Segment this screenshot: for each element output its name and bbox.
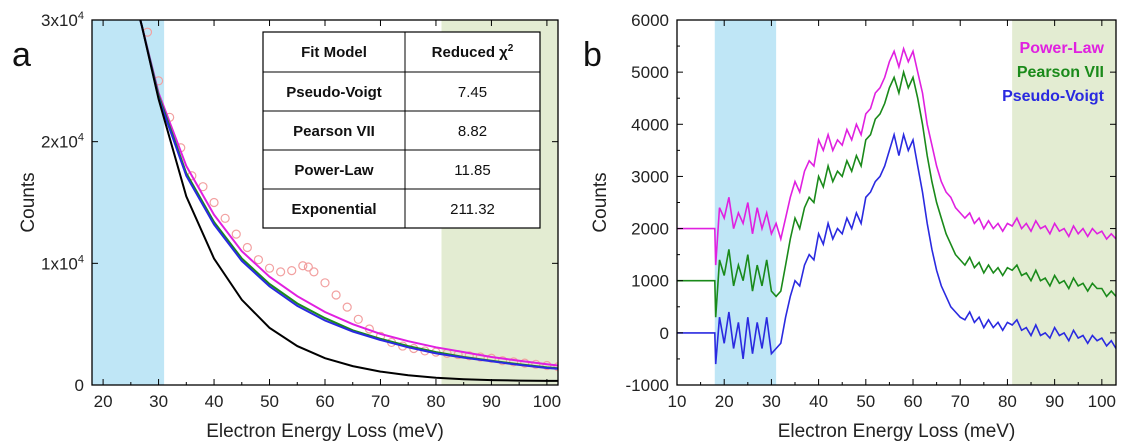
series-line-power-law [677,45,1116,266]
y-axis-label: Counts [590,172,611,232]
table-header-chi: Reduced χ2 [432,43,514,61]
y-tick-label: 0 [660,324,669,343]
x-axis-label: Electron Energy Loss (meV) [206,421,444,442]
panel-a: a Fit Model Reduced χ2 Pseudo-Voigt 7.45 Pea… [12,10,561,442]
shaded-region-a-0 [92,20,165,385]
x-tick-label: 30 [149,392,168,411]
y-axis-label: Counts [18,172,39,232]
x-tick-label: 60 [904,392,923,411]
x-tick-label: 30 [762,392,781,411]
data-marker [220,213,230,223]
series-line-pseudo-voigt [677,131,1116,365]
legend-entry: Pearson VII [1017,64,1104,81]
panel-b-legend: Power-Law Pearson VII Pseudo-Voigt [1002,40,1105,105]
y-tick-label: 4000 [631,115,669,134]
data-marker [242,242,252,253]
panel-a-axes: 20 30 40 50 60 70 80 90 10001x1042x1043x104Elect… [18,10,561,442]
panel-a-fit-lines [139,20,558,382]
table-cell-model: Power-Law [294,162,374,179]
x-tick-label: 80 [426,392,445,411]
y-tick-label: 1000 [631,272,669,291]
x-tick-label: 100 [1088,392,1116,411]
legend-entry: Pseudo-Voigt [1002,88,1105,105]
data-marker [276,267,286,277]
data-marker [342,302,352,312]
y-tick-label: 6000 [631,11,669,30]
data-marker [353,314,363,324]
x-tick-label: 50 [856,392,875,411]
fit-line-4 [139,20,558,382]
y-tick-label: 3000 [631,167,669,186]
y-tick-label: 3x104 [41,10,84,30]
data-marker [298,261,308,271]
data-marker [209,197,219,208]
x-tick-label: 50 [260,392,279,411]
table-header-chi-text: Reduced χ [432,44,509,61]
data-marker [464,351,474,361]
x-tick-label: 20 [715,392,734,411]
data-marker [264,263,275,273]
table-header-model: Fit Model [301,44,367,61]
y-tick-label: 2000 [631,220,669,239]
table-cell-value: 8.82 [458,123,487,140]
data-marker [253,255,264,265]
x-tick-label: 90 [482,392,501,411]
data-marker [309,267,319,277]
panel-b-letter: b [583,36,602,74]
y-tick-base: 1x10 [41,254,78,273]
fit-table: Fit Model Reduced χ2 Pseudo-Voigt 7.45 Pears… [262,31,541,229]
y-tick-label: 2x104 [41,132,84,152]
y-tick-label: 1x104 [41,253,84,273]
table-cell-model: Pseudo-Voigt [286,84,382,101]
y-tick-base: 3x10 [41,11,78,30]
legend-entry: Power-Law [1020,40,1105,57]
table-header-chi-superscript: 2 [508,43,514,54]
series-line-pearson-vii [677,68,1116,318]
panel-b-series-lines [677,45,1116,365]
x-tick-label: 80 [998,392,1017,411]
table-cell-value: 11.85 [454,162,490,179]
y-tick-exponent: 4 [78,253,84,265]
data-marker [231,229,241,239]
y-tick-label: 5000 [631,63,669,82]
x-tick-label: 40 [205,392,224,411]
data-marker [331,290,341,300]
x-tick-label: 20 [94,392,113,411]
y-tick-exponent: 4 [78,10,84,22]
y-tick-label: 0 [75,376,84,395]
x-tick-label: 70 [951,392,970,411]
table-cell-value: 7.45 [458,84,487,101]
data-marker [520,358,530,368]
y-tick-exponent: 4 [78,132,84,144]
x-tick-label: 60 [316,392,335,411]
table-cell-model: Pearson VII [293,123,375,140]
y-tick-label: -1000 [626,376,669,395]
shaded-region-b-0 [714,20,777,385]
table-cell-value: 211.32 [450,201,495,218]
x-tick-label: 100 [533,392,561,411]
x-tick-label: 90 [1045,392,1064,411]
y-tick-base: 2x10 [41,133,78,152]
panel-b: b Power-Law Pearson VII Pseudo-Voigt 10 20 3… [583,11,1117,442]
x-tick-label: 40 [809,392,828,411]
shaded-region-b-1 [1012,20,1116,385]
table-border [262,31,541,229]
x-axis-label: Electron Energy Loss (meV) [778,421,1016,442]
data-marker [320,278,330,288]
panel-a-letter: a [12,36,31,74]
x-tick-label: 70 [371,392,390,411]
data-marker [553,362,558,372]
data-marker [475,352,485,362]
data-marker [509,357,519,367]
table-cell-model: Exponential [291,201,376,218]
data-marker [287,266,297,276]
panel-b-axes: 10 20 30 40 50 60 70 80 90 100 -1000 0 1000 2000 3000 4… [590,11,1117,442]
data-marker [303,262,313,272]
x-tick-label: 10 [668,392,687,411]
